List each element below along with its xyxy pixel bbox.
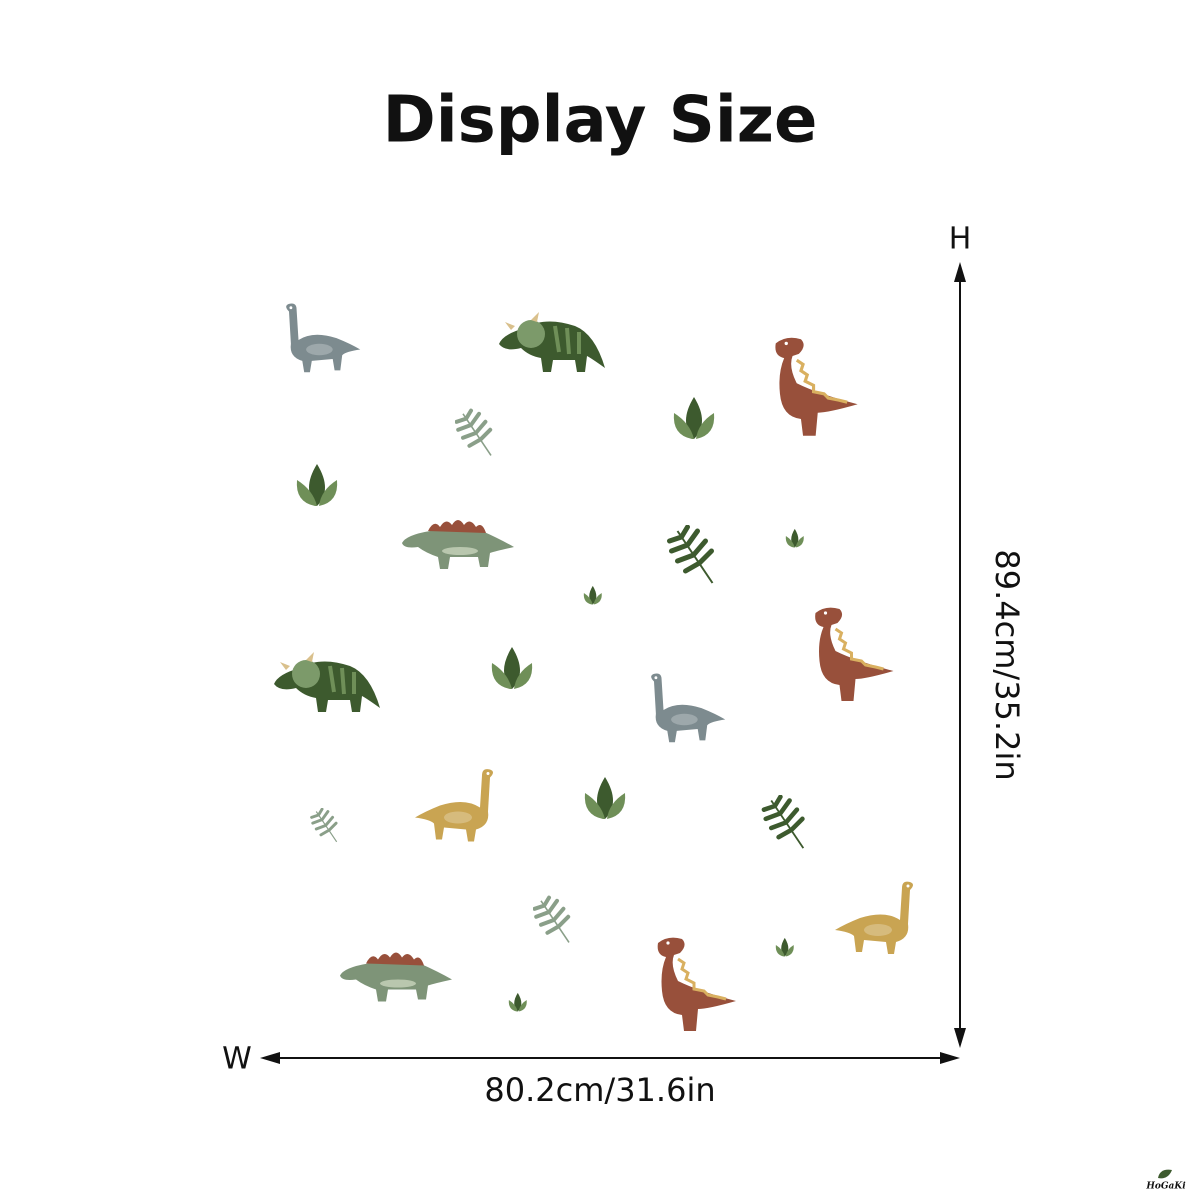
brand-name: HoGaKi <box>1145 1182 1186 1192</box>
width-label: 80.2cm/31.6in <box>484 1071 715 1109</box>
height-letter: H <box>949 222 972 257</box>
brand-logo: HoGaKi <box>1145 1169 1186 1192</box>
height-label: 89.4cm/35.2in <box>988 549 1026 780</box>
width-arrow <box>260 1052 960 1064</box>
width-letter: W <box>222 1042 252 1077</box>
height-arrow <box>954 262 966 1048</box>
title: Display Size <box>383 84 818 158</box>
dinosaur-illustration <box>272 303 913 1033</box>
